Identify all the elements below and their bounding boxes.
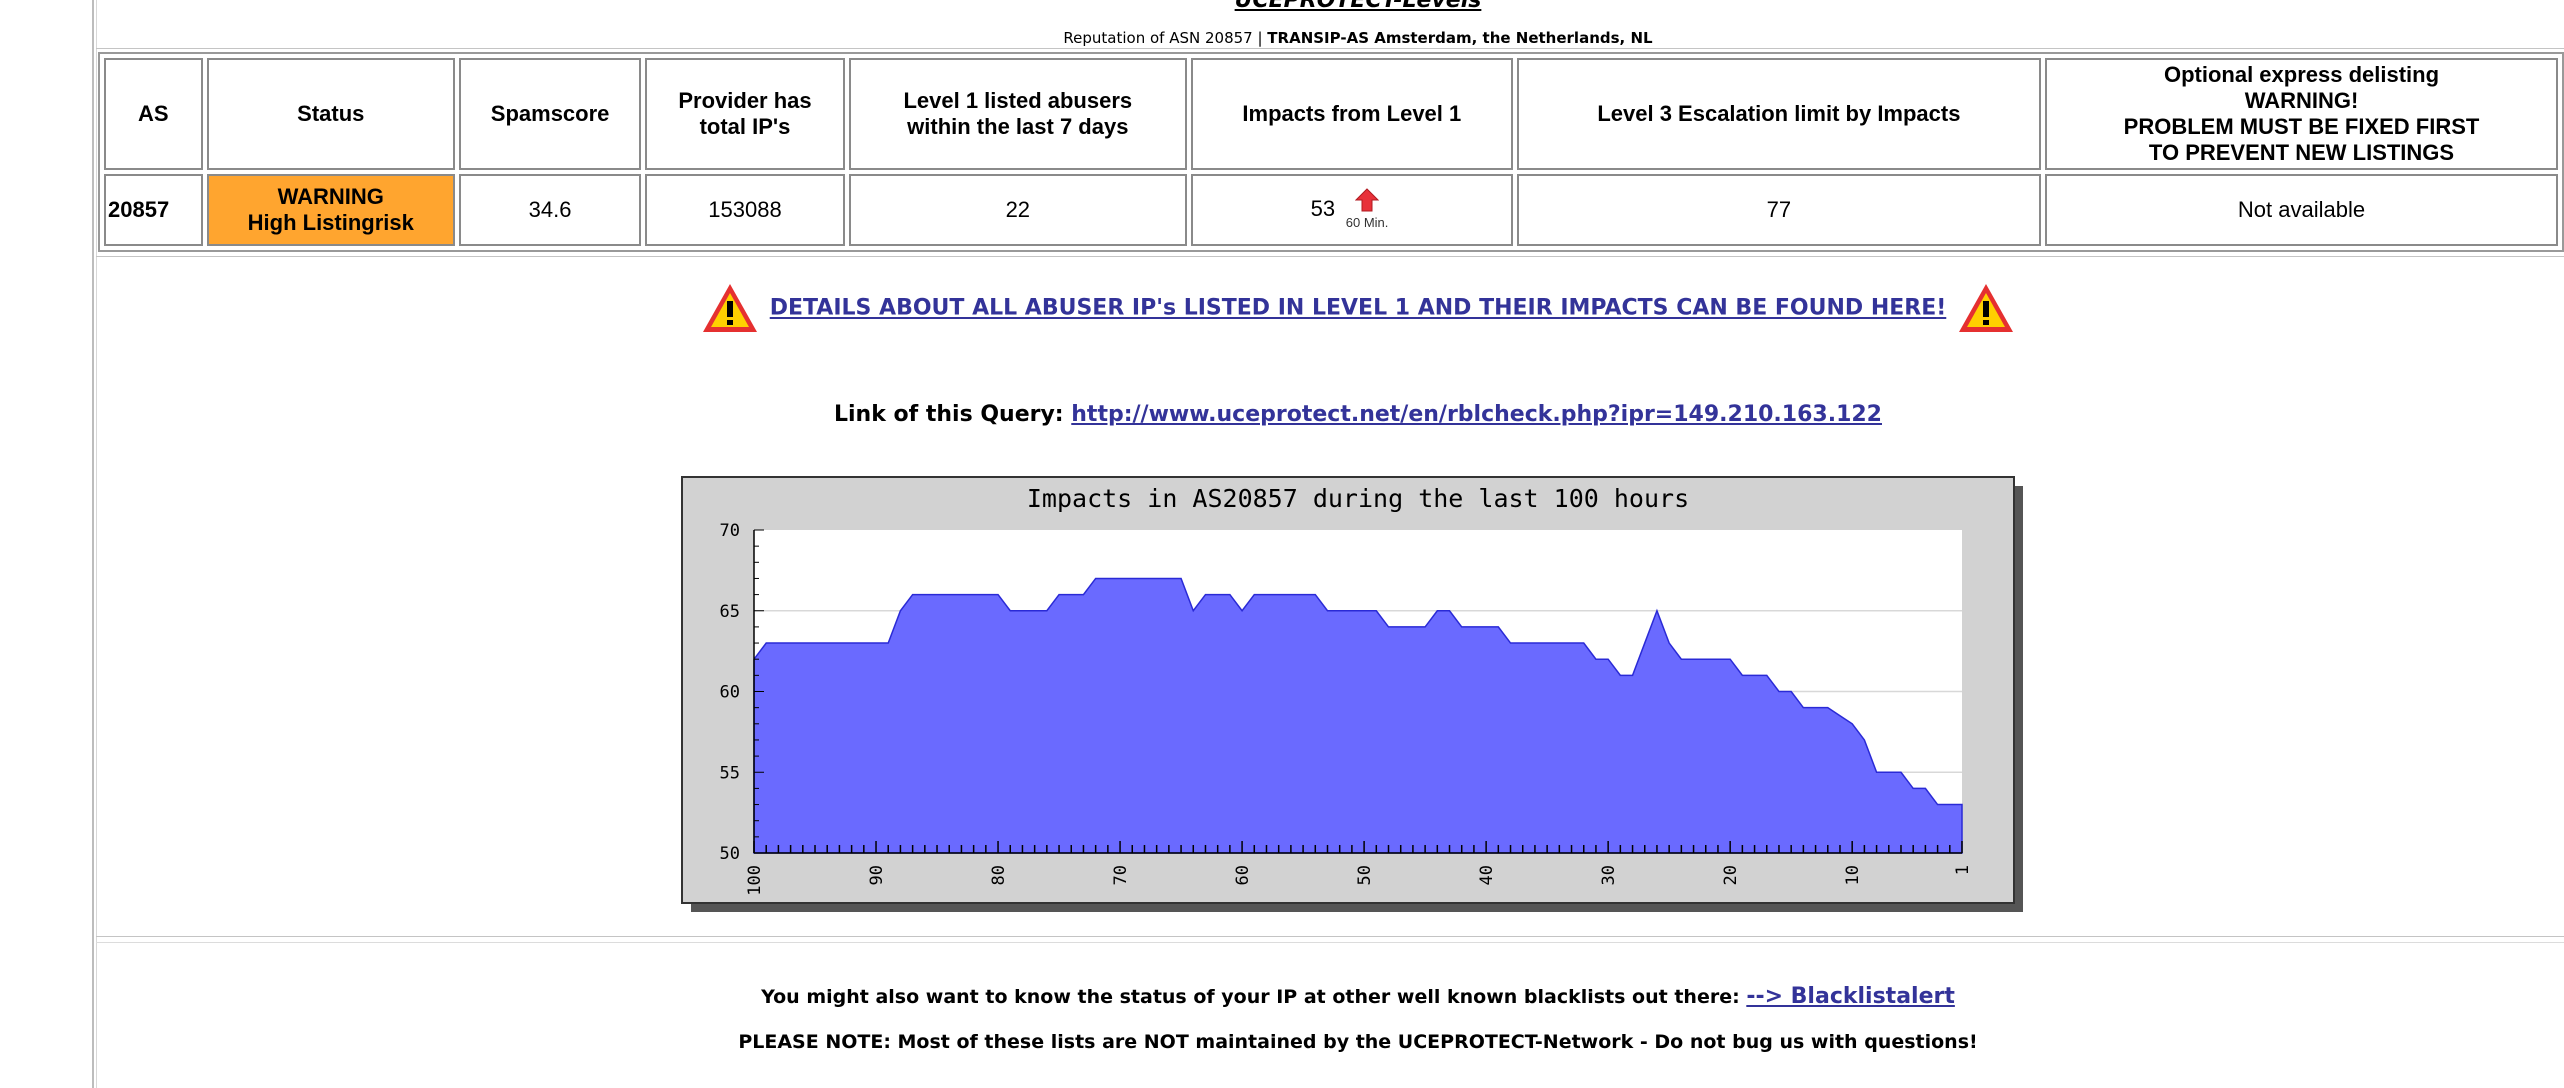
reputation-line: Reputation of ASN 20857 | TRANSIP-AS Ams… <box>0 29 2564 47</box>
header-divider <box>96 48 2564 49</box>
x-tick-label: 30 <box>1599 865 1619 885</box>
status-line1: WARNING <box>277 184 384 209</box>
cell-spamscore: 34.6 <box>458 174 642 246</box>
y-tick-label: 70 <box>720 521 740 541</box>
reputation-name: TRANSIP-AS Amsterdam, the Netherlands, N… <box>1267 29 1653 47</box>
please-note: PLEASE NOTE: Most of these lists are NOT… <box>738 1031 1978 1053</box>
header-optional-line1: Optional express delisting <box>2163 62 2440 87</box>
query-line: Link of this Query: http://www.uceprotec… <box>0 402 2564 427</box>
y-tick-label: 50 <box>720 844 740 864</box>
header-spamscore: Spamscore <box>458 58 642 170</box>
details-row: DETAILS ABOUT ALL ABUSER IP's LISTED IN … <box>0 282 2564 334</box>
table-header-row: AS Status Spamscore Provider has total IP… <box>104 58 2558 170</box>
header-optional-line2: WARNING! <box>2244 88 2359 113</box>
header-level1-line1: Level 1 listed abusers <box>903 88 1133 113</box>
red-up-arrow-icon <box>1355 188 1380 212</box>
levels-table: AS Status Spamscore Provider has total IP… <box>98 52 2564 252</box>
table-row: 20857 WARNING High Listingrisk 34.6 15308… <box>104 174 2558 246</box>
chart-divider <box>96 936 2564 937</box>
cell-express-delisting: Not available <box>2045 174 2558 246</box>
header-escalation: Level 3 Escalation limit by Impacts <box>1516 58 2042 170</box>
x-tick-label: 50 <box>1355 865 1375 885</box>
impacts-chart: Impacts in AS20857 during the last 100 h… <box>681 476 2023 912</box>
status-line2: High Listingrisk <box>247 210 414 235</box>
header-express-delisting: Optional express delisting WARNING! PROBLE… <box>2045 58 2558 170</box>
left-frame-line-inner <box>96 0 97 1088</box>
cell-total-ips: 153088 <box>645 174 845 246</box>
impacts-trend-label: 60 Min. <box>1345 215 1389 230</box>
status-badge: WARNING High Listingrisk <box>206 174 455 246</box>
blacklistalert-link[interactable]: --> Blacklistalert <box>1746 984 1955 1009</box>
header-status: Status <box>206 58 455 170</box>
x-tick-label: 70 <box>1111 865 1131 885</box>
table-divider <box>96 256 2564 257</box>
reputation-prefix: Reputation of ASN 20857 | <box>1063 29 1268 47</box>
query-link[interactable]: http://www.uceprotect.net/en/rblcheck.ph… <box>1071 402 1882 427</box>
warning-triangle-icon <box>702 284 757 332</box>
header-optional-line4: TO PREVENT NEW LISTINGS <box>2148 140 2455 165</box>
header-provider-line2: total IP's <box>699 114 791 139</box>
page-title: UCEPROTECT-Levels <box>1234 0 1482 13</box>
x-tick-label: 60 <box>1233 865 1253 885</box>
header-provider-line1: Provider has <box>678 88 812 113</box>
blacklist-text: You might also want to know the status o… <box>761 986 1747 1008</box>
y-tick-label: 65 <box>720 602 740 622</box>
blacklist-line: You might also want to know the status o… <box>0 984 2564 1009</box>
x-tick-label: 90 <box>867 865 887 885</box>
x-tick-label: 80 <box>989 865 1009 885</box>
impacts-chart-svg: Impacts in AS20857 during the last 100 h… <box>681 476 2023 912</box>
header-as: AS <box>104 58 203 170</box>
header-level1-line2: within the last 7 days <box>907 114 1129 139</box>
series-area <box>753 577 1963 854</box>
chart-plot: 50 55 60 65 70 100 90 80 70 60 50 40 30 20 10 1 <box>720 521 1973 896</box>
x-tick-label: 1 <box>1953 865 1973 875</box>
y-tick-label: 60 <box>720 683 740 703</box>
details-link[interactable]: DETAILS ABOUT ALL ABUSER IP's LISTED IN … <box>769 295 1947 321</box>
query-label: Link of this Query: <box>834 402 1072 427</box>
y-tick-label: 55 <box>720 763 740 783</box>
left-frame-line <box>92 0 94 1088</box>
cell-escalation-limit: 77 <box>1516 174 2042 246</box>
header-impacts: Impacts from Level 1 <box>1190 58 1513 170</box>
x-tick-label: 100 <box>745 865 765 896</box>
x-tick-label: 10 <box>1843 865 1863 885</box>
warning-triangle-icon <box>1959 284 2014 332</box>
chart-title: Impacts in AS20857 during the last 100 h… <box>1027 484 1689 513</box>
impacts-trend-badge: 60 Min. <box>1341 188 1393 232</box>
cell-impacts: 53 60 Min. <box>1190 174 1513 246</box>
impacts-value: 53 <box>1310 195 1336 221</box>
cell-as: 20857 <box>104 174 203 246</box>
chart-divider-2 <box>96 942 2564 943</box>
header-provider-ips: Provider has total IP's <box>645 58 845 170</box>
header-level1-abusers: Level 1 listed abusers within the last 7 … <box>848 58 1187 170</box>
cell-level1-abusers: 22 <box>848 174 1187 246</box>
header-optional-line3: PROBLEM MUST BE FIXED FIRST <box>2123 114 2480 139</box>
x-tick-label: 40 <box>1477 865 1497 885</box>
x-tick-label: 20 <box>1721 865 1741 885</box>
